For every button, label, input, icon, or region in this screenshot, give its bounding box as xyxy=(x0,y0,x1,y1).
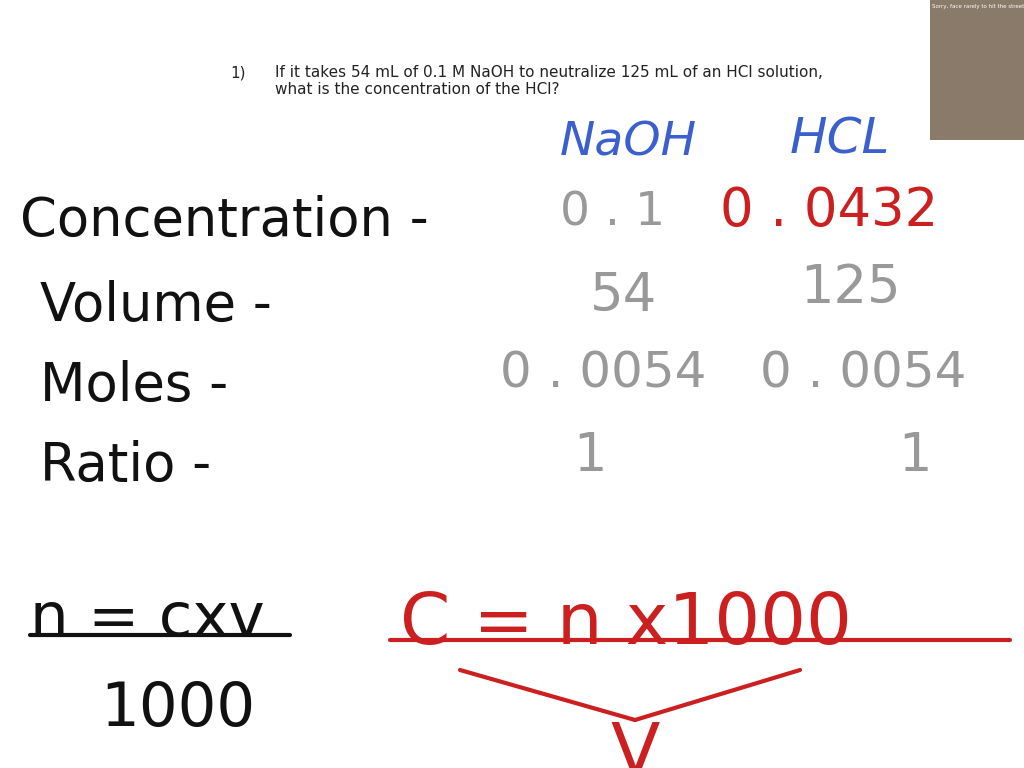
Text: 54: 54 xyxy=(590,270,657,322)
FancyBboxPatch shape xyxy=(930,0,1024,140)
Text: V: V xyxy=(610,720,659,768)
Text: 0 . 0054: 0 . 0054 xyxy=(500,350,707,398)
Text: Volume -: Volume - xyxy=(40,280,272,332)
Text: n = cxv: n = cxv xyxy=(30,590,264,649)
Text: 1000: 1000 xyxy=(100,680,255,739)
Text: 1: 1 xyxy=(898,430,932,482)
Text: If it takes 54 mL of 0.1 M NaOH to neutralize 125 mL of an HCl solution,
what is: If it takes 54 mL of 0.1 M NaOH to neutr… xyxy=(275,65,823,98)
Text: 125: 125 xyxy=(800,262,901,314)
Text: 0 . 1: 0 . 1 xyxy=(560,190,666,235)
Text: 0 . 0432: 0 . 0432 xyxy=(720,185,938,237)
Text: C = n x1000: C = n x1000 xyxy=(400,590,852,659)
Text: Concentration -: Concentration - xyxy=(20,195,429,247)
Text: 1: 1 xyxy=(573,430,607,482)
Text: Sorry, face rarely to hit the streets for sure: Sorry, face rarely to hit the streets fo… xyxy=(932,4,1024,9)
Text: 0 . 0054: 0 . 0054 xyxy=(760,350,967,398)
Text: Moles -: Moles - xyxy=(40,360,228,412)
Text: HCL: HCL xyxy=(790,115,891,163)
Text: 1): 1) xyxy=(230,65,246,80)
Text: NaOH: NaOH xyxy=(560,120,697,165)
Text: Ratio -: Ratio - xyxy=(40,440,211,492)
